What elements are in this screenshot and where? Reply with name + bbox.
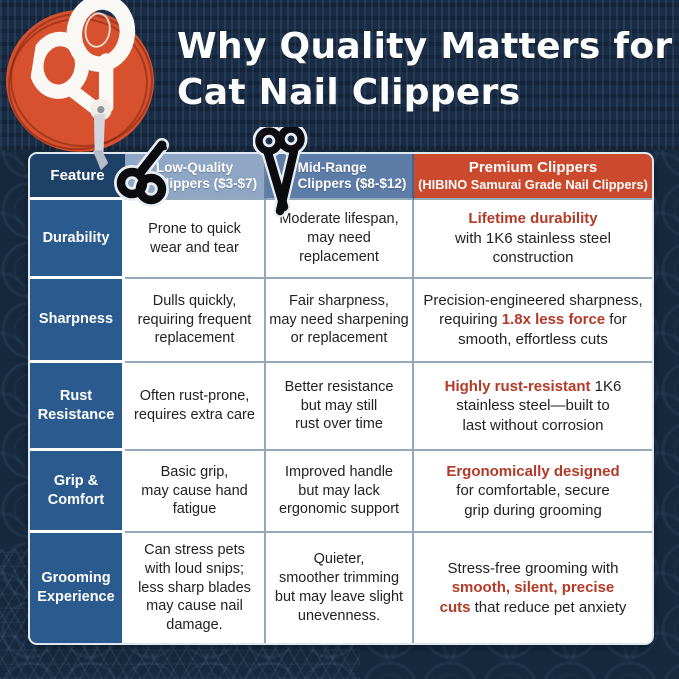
cat-nail-clippers-photo-icon	[29, 0, 136, 171]
comparison-table: Feature Low-Quality Clippers ($3-$7) Mid…	[28, 152, 654, 645]
row-label-grooming-experience: Grooming Experience	[30, 533, 125, 643]
cell-grip-premium: Ergonomically designed for comfortable, …	[414, 451, 652, 533]
cell-sharpness-low: Dulls quickly, requiring frequent replac…	[125, 279, 266, 363]
cell-grip-mid: Improved handle but may lack ergonomic s…	[266, 451, 414, 533]
cell-grip-low: Basic grip, may cause hand fatigue	[125, 451, 266, 533]
row-label-durability: Durability	[30, 200, 125, 279]
cell-durability-low: Prone to quick wear and tear	[125, 200, 266, 279]
row-label-grip-comfort: Grip & Comfort	[30, 451, 125, 533]
scissors-icon	[114, 138, 169, 207]
header-premium-line1: Premium Clippers	[468, 158, 598, 176]
row-label-rust-resistance: Rust Resistance	[30, 363, 125, 451]
page-title-line1: Why Quality Matters for	[177, 26, 673, 67]
cell-sharpness-premium: Precision-engineered sharpness, requirin…	[414, 279, 652, 363]
cell-rust-low: Often rust-prone, requires extra care	[125, 363, 266, 451]
header-feature: Feature	[30, 154, 125, 200]
cell-durability-premium: Lifetime durability with 1K6 stainless s…	[414, 200, 652, 279]
cell-grooming-mid: Quieter, smoother trimming but may leave…	[266, 533, 414, 643]
cell-rust-premium: Highly rust-resistant 1K6 stainless stee…	[414, 363, 652, 451]
row-label-sharpness: Sharpness	[30, 279, 125, 363]
cell-grooming-premium: Stress-free grooming with smooth, silent…	[414, 533, 652, 643]
scissors-icon	[253, 127, 308, 218]
header-premium: Premium Clippers (HIBINO Samurai Grade N…	[414, 154, 652, 200]
cell-sharpness-mid: Fair sharpness, may need sharpening or r…	[266, 279, 414, 363]
cell-grooming-low: Can stress pets with loud snips; less sh…	[125, 533, 266, 643]
page-title: Why Quality Matters for Cat Nail Clipper…	[177, 24, 672, 115]
cell-rust-mid: Better resistance but may still rust ove…	[266, 363, 414, 451]
header-premium-line2: (HIBINO Samurai Grade Nail Clippers)	[418, 177, 648, 193]
cell-durability-mid: Moderate lifespan, may need replacement	[266, 200, 414, 279]
page-title-line2: Cat Nail Clippers	[177, 71, 521, 113]
